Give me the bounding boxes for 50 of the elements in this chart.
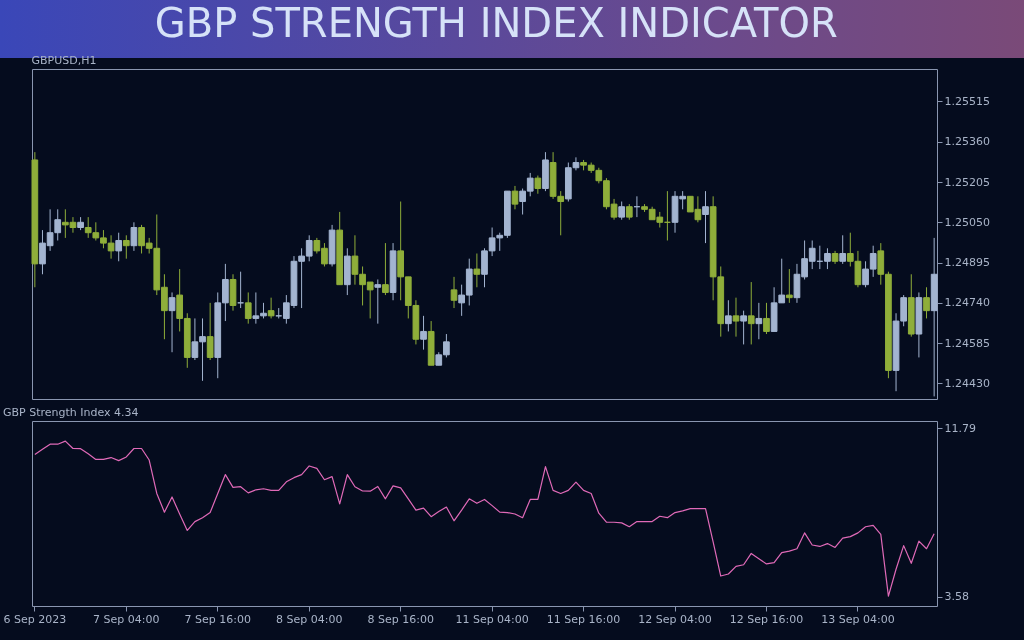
candlestick bbox=[122, 234, 130, 260]
candlestick bbox=[115, 232, 123, 262]
y-tick-label: 11.79 bbox=[944, 421, 976, 435]
candlestick bbox=[747, 281, 755, 345]
x-tick-label: 8 Sep 04:00 bbox=[276, 612, 343, 626]
x-tick-label: 12 Sep 16:00 bbox=[729, 612, 804, 626]
candlestick bbox=[382, 242, 389, 296]
candlestick bbox=[237, 271, 244, 309]
candlestick bbox=[732, 297, 740, 338]
candlestick bbox=[244, 291, 252, 325]
candlestick bbox=[206, 302, 214, 361]
x-tick-label: 6 Sep 2023 bbox=[3, 612, 67, 626]
y-tick-label: 1.24895 bbox=[944, 256, 990, 270]
y-tick-label: 1.25360 bbox=[944, 135, 990, 149]
candlestick bbox=[130, 221, 138, 252]
x-tick-label: 7 Sep 04:00 bbox=[93, 612, 160, 626]
y-tick-label: 1.24740 bbox=[944, 296, 990, 310]
candlestick bbox=[755, 302, 763, 340]
y-tick-label: 3.58 bbox=[944, 590, 969, 604]
candlestick bbox=[420, 315, 427, 351]
candlestick bbox=[839, 234, 847, 265]
chart-title: GBP Strength Index 4.34 bbox=[3, 406, 139, 419]
y-tick-label: 1.25050 bbox=[944, 215, 990, 229]
candlestick bbox=[923, 286, 930, 319]
candlestick bbox=[534, 175, 542, 195]
candlestick bbox=[702, 190, 709, 244]
candlestick bbox=[511, 185, 519, 210]
x-tick-label: 8 Sep 16:00 bbox=[367, 612, 434, 626]
candlestick bbox=[725, 299, 732, 332]
x-tick-label: 11 Sep 16:00 bbox=[546, 612, 621, 626]
x-tick-label: 11 Sep 04:00 bbox=[455, 612, 529, 626]
y-tick-label: 1.24585 bbox=[944, 336, 990, 350]
line-series bbox=[34, 440, 935, 597]
candlestick bbox=[473, 252, 481, 288]
x-tick-label: 13 Sep 04:00 bbox=[821, 612, 895, 626]
chart-title: GBP STRENGTH INDEX INDICATOR bbox=[154, 0, 838, 46]
y-tick-label: 1.24430 bbox=[944, 376, 990, 390]
candlestick bbox=[785, 268, 793, 304]
x-tick-label: 12 Sep 04:00 bbox=[638, 612, 712, 626]
y-tick-label: 1.25515 bbox=[944, 94, 990, 108]
x-tick-label: 7 Sep 16:00 bbox=[184, 612, 251, 626]
chart-subtitle: GBPUSD,H1 bbox=[31, 54, 97, 67]
candlestick bbox=[763, 302, 770, 335]
candlestick bbox=[450, 276, 458, 309]
candlestick bbox=[168, 291, 176, 353]
candlestick bbox=[374, 278, 382, 325]
y-tick-label: 1.25205 bbox=[944, 175, 990, 189]
candlestick bbox=[267, 297, 275, 319]
candlestick bbox=[618, 201, 626, 221]
candlestick bbox=[740, 310, 747, 345]
